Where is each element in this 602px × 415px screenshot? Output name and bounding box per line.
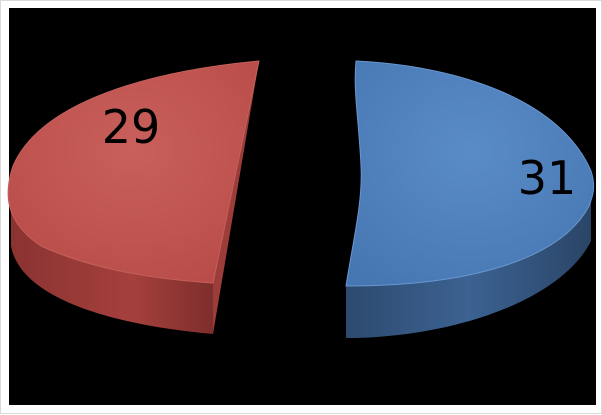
slice-31-top (345, 60, 595, 287)
slice-29-edge (213, 61, 259, 334)
slice-29-top (7, 60, 260, 284)
slice-label-31: 31 (518, 151, 577, 205)
slice-29-side (11, 196, 213, 334)
slice-label-29: 29 (102, 100, 161, 154)
slice-31-side (346, 186, 591, 338)
